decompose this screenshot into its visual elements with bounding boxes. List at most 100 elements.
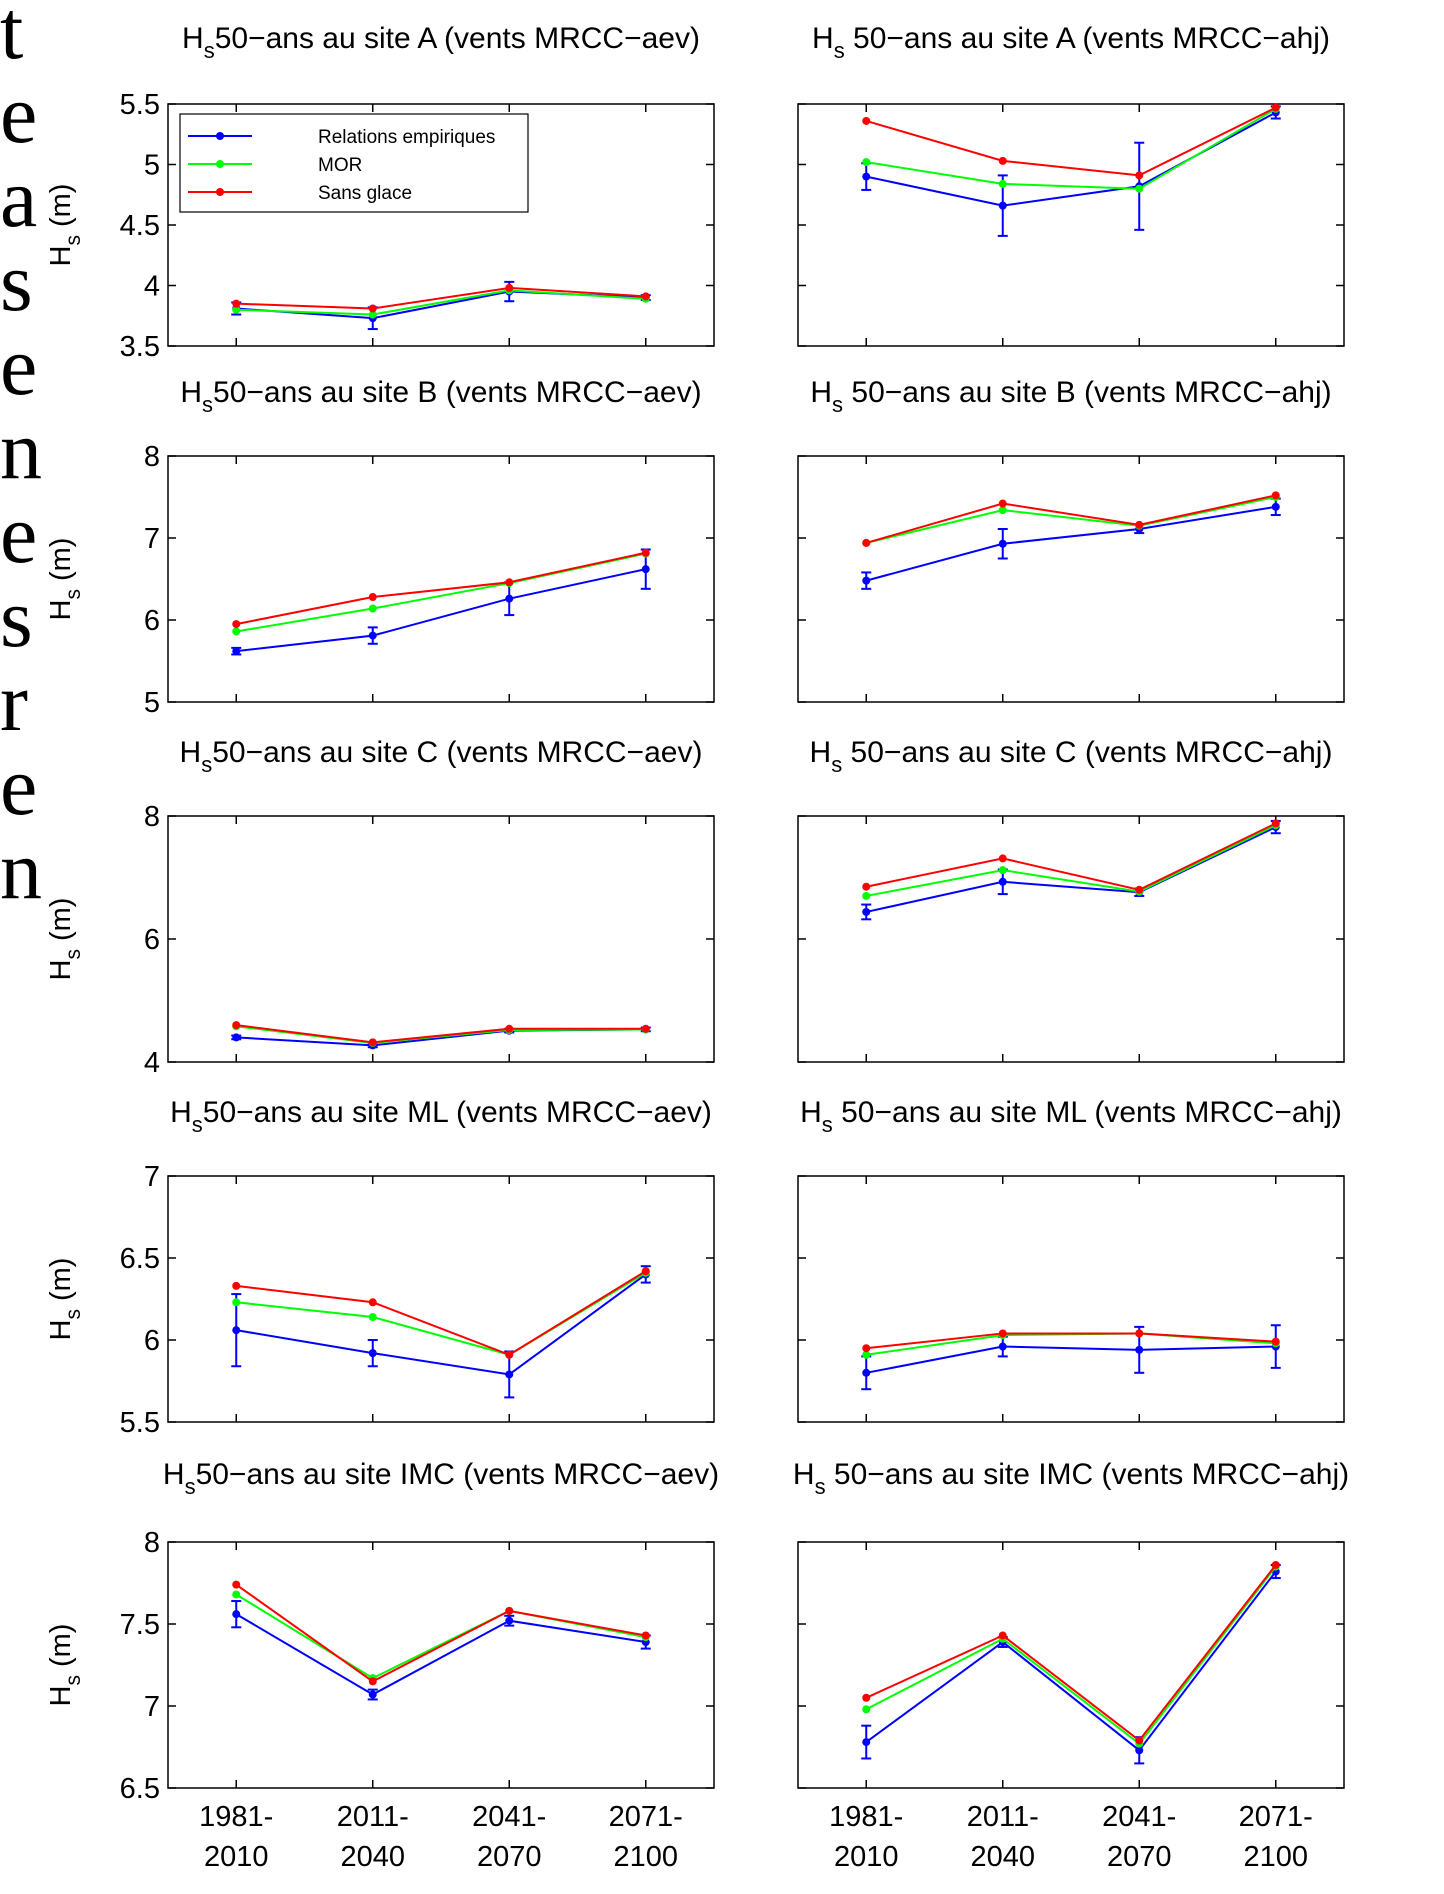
data-point xyxy=(232,1021,241,1030)
plot-area xyxy=(797,1175,1345,1423)
title-symbol: H xyxy=(163,1458,185,1491)
y-label-subscript: s xyxy=(62,235,85,246)
series-line xyxy=(236,1024,646,1044)
y-label-symbol: H xyxy=(45,1686,77,1707)
data-point xyxy=(998,854,1007,863)
margin-letter: e xyxy=(0,68,37,161)
series-line xyxy=(866,824,1277,897)
title-subscript: s xyxy=(832,392,843,417)
data-point xyxy=(862,172,871,181)
data-point xyxy=(368,1349,377,1358)
data-point xyxy=(862,116,871,125)
y-tick-label: 4.5 xyxy=(120,210,160,242)
data-point xyxy=(998,866,1007,875)
plot-area xyxy=(797,815,1345,1063)
series-line xyxy=(865,1570,1277,1752)
margin-letter: e xyxy=(0,740,37,833)
data-point xyxy=(368,593,377,602)
y-axis-label: Hs (m) xyxy=(45,1624,85,1707)
series-line xyxy=(236,286,646,310)
y-tick-label: 5.5 xyxy=(120,1407,160,1439)
legend: Relations empiriques MOR Sans glace xyxy=(179,113,529,213)
data-point xyxy=(862,1705,871,1714)
margin-letter: e xyxy=(0,320,37,413)
x-tick-label: 1981- 2010 xyxy=(199,1801,273,1873)
margin-letter: n xyxy=(0,404,42,497)
data-point xyxy=(505,283,514,292)
data-point xyxy=(368,304,377,313)
legend-marker xyxy=(216,132,224,140)
series-line xyxy=(865,494,1276,544)
data-point xyxy=(232,1580,241,1589)
data-point xyxy=(505,1350,514,1359)
title-text: 50−ans au site IMC (vents MRCC−aev) xyxy=(196,1458,720,1491)
y-tick-label: 6 xyxy=(144,924,160,956)
series-line xyxy=(866,496,1276,544)
y-tick-label: 8 xyxy=(144,801,160,833)
series-line xyxy=(236,289,646,316)
data-point xyxy=(862,1350,871,1359)
series-line xyxy=(865,505,1276,582)
data-point xyxy=(232,1326,241,1335)
series-line xyxy=(865,1565,1277,1746)
data-point xyxy=(368,1313,377,1322)
x-tick-label-line: 2041- xyxy=(472,1801,546,1833)
data-point xyxy=(232,627,241,636)
chart-title: Hs50−ans au site A (vents MRCC−aev) xyxy=(182,22,700,63)
series-line xyxy=(236,1273,647,1376)
legend-label: Sans glace xyxy=(318,183,412,204)
data-point xyxy=(232,305,241,314)
title-symbol: H xyxy=(793,1458,815,1491)
y-tick-label: 6 xyxy=(144,1325,160,1357)
data-point xyxy=(998,506,1007,515)
plot-area xyxy=(797,103,1345,347)
x-tick-label-line: 1981- xyxy=(829,1801,903,1833)
data-point xyxy=(998,1329,1007,1338)
subplot: Hs 50−ans au site A (vents MRCC−ahj) xyxy=(797,22,1345,347)
data-point xyxy=(505,578,514,587)
legend-label: MOR xyxy=(318,155,362,176)
series-line xyxy=(236,1271,647,1356)
y-axis-label: Hs (m) xyxy=(45,184,85,267)
y-label-unit: (m) xyxy=(45,538,77,581)
y-label-subscript: s xyxy=(62,1309,85,1320)
subplot: Hs50−ans au site B (vents MRCC−aev)5678H… xyxy=(45,376,715,719)
series-line xyxy=(236,551,646,626)
data-point xyxy=(368,1677,377,1686)
y-label-subscript: s xyxy=(62,949,85,960)
x-tick-label-line: 2040 xyxy=(340,1841,405,1873)
data-point xyxy=(862,1344,871,1353)
x-tick-label-line: 2071- xyxy=(1239,1801,1313,1833)
margin-letter: t xyxy=(0,0,23,77)
chart-title: Hs50−ans au site ML (vents MRCC−aev) xyxy=(170,1096,712,1137)
data-point xyxy=(505,1606,514,1615)
plot-area xyxy=(167,815,715,1063)
data-point xyxy=(862,907,871,916)
plot-area xyxy=(167,1175,715,1423)
data-point xyxy=(232,647,241,656)
data-point xyxy=(641,1267,650,1276)
data-point xyxy=(1271,819,1280,828)
data-point xyxy=(998,1631,1007,1640)
x-tick-label: 2011- 2040 xyxy=(967,1801,1039,1873)
title-subscript: s xyxy=(201,752,212,777)
x-tick-label: 2011- 2040 xyxy=(337,1801,409,1873)
series-line xyxy=(235,1613,646,1696)
subplot: Hs 50−ans au site C (vents MRCC−ahj) xyxy=(797,736,1345,1063)
y-tick-label: 7.5 xyxy=(120,1609,160,1641)
data-point xyxy=(862,538,871,547)
x-tick-label-line: 2041- xyxy=(1102,1801,1176,1833)
data-point xyxy=(998,156,1007,165)
data-point xyxy=(862,1738,871,1747)
y-label-symbol: H xyxy=(45,246,77,267)
data-point xyxy=(1135,1736,1144,1745)
y-label-unit: (m) xyxy=(45,1624,77,1667)
title-text: 50−ans au site IMC (vents MRCC−ahj) xyxy=(826,1458,1350,1491)
x-tick-label-line: 2070 xyxy=(1107,1841,1172,1873)
chart-title: Hs50−ans au site IMC (vents MRCC−aev) xyxy=(163,1458,719,1499)
title-subscript: s xyxy=(815,1474,826,1499)
legend-marker xyxy=(216,160,224,168)
data-point xyxy=(368,631,377,640)
title-text: 50−ans au site C (vents MRCC−ahj) xyxy=(842,736,1332,769)
title-subscript: s xyxy=(834,38,845,63)
